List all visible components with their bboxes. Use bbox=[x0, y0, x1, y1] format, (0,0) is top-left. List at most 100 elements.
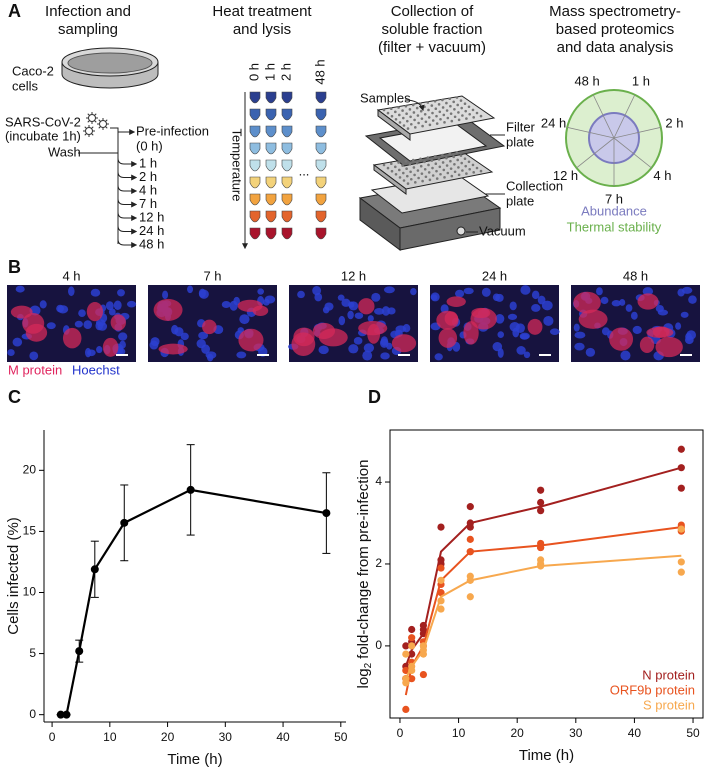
tube bbox=[315, 176, 327, 189]
collection-side bbox=[373, 164, 407, 195]
well bbox=[404, 104, 408, 108]
well bbox=[421, 124, 424, 128]
filter-side bbox=[377, 109, 411, 141]
label: Heat treatment bbox=[212, 3, 312, 20]
radar-spoke bbox=[613, 126, 661, 139]
y-tick-label: 0 bbox=[29, 707, 36, 721]
well bbox=[390, 169, 394, 173]
nucleus bbox=[585, 347, 596, 357]
nucleus bbox=[625, 304, 633, 312]
y-tick-label: 15 bbox=[23, 524, 37, 538]
data-point bbox=[466, 576, 474, 584]
well bbox=[402, 179, 406, 182]
well bbox=[468, 167, 472, 171]
infected-cell bbox=[446, 296, 466, 307]
virus-icon bbox=[85, 127, 93, 135]
label: SARS-CoV-2 bbox=[5, 114, 81, 129]
well bbox=[417, 176, 420, 180]
nucleus bbox=[520, 285, 531, 295]
well bbox=[412, 166, 416, 169]
well bbox=[441, 161, 445, 164]
data-point bbox=[437, 605, 445, 613]
well bbox=[401, 164, 404, 167]
well bbox=[394, 173, 398, 176]
y-axis-label: Cells infected (%) bbox=[5, 517, 22, 635]
well bbox=[456, 158, 460, 162]
nucleus bbox=[196, 339, 206, 349]
tube bbox=[249, 210, 261, 223]
well bbox=[439, 117, 442, 121]
well bbox=[398, 113, 401, 117]
well bbox=[435, 114, 438, 118]
nucleus bbox=[338, 315, 346, 326]
nucleus bbox=[341, 298, 351, 307]
x-tick-label: 0 bbox=[397, 726, 404, 740]
data-point bbox=[408, 675, 416, 683]
nucleus bbox=[642, 287, 654, 296]
data-point bbox=[186, 485, 195, 494]
nucleus bbox=[374, 308, 385, 315]
tube bbox=[315, 210, 327, 223]
nucleus bbox=[15, 285, 25, 293]
y-label-part: log bbox=[355, 668, 372, 688]
infected-cell bbox=[637, 293, 659, 310]
series-line bbox=[60, 488, 327, 716]
data-point bbox=[537, 562, 545, 570]
data-point bbox=[408, 666, 416, 675]
well bbox=[472, 116, 476, 119]
well bbox=[453, 170, 457, 174]
well bbox=[410, 177, 413, 181]
infected-cell bbox=[153, 298, 183, 322]
data-point bbox=[437, 556, 445, 564]
well bbox=[450, 174, 454, 178]
data-point bbox=[437, 564, 445, 572]
well bbox=[406, 174, 409, 178]
flow-arrow bbox=[117, 238, 138, 248]
well bbox=[402, 116, 405, 120]
nucleus bbox=[509, 321, 520, 332]
label: 2 h bbox=[278, 63, 293, 81]
label: 1 h bbox=[139, 155, 157, 170]
tube bbox=[249, 159, 261, 172]
well bbox=[423, 160, 426, 164]
nucleus bbox=[187, 285, 194, 294]
nucleus bbox=[68, 286, 75, 297]
well bbox=[450, 119, 454, 123]
well bbox=[406, 119, 409, 123]
infected-cell bbox=[527, 318, 543, 335]
tube bbox=[265, 142, 277, 155]
virus-spike bbox=[84, 126, 87, 129]
x-tick-label: 10 bbox=[103, 730, 117, 744]
well bbox=[394, 118, 398, 121]
fit-line bbox=[404, 466, 682, 667]
well bbox=[433, 99, 437, 103]
nucleus bbox=[29, 351, 39, 361]
nucleus bbox=[410, 287, 417, 296]
tube bbox=[315, 108, 327, 121]
well bbox=[386, 111, 390, 115]
tube bbox=[281, 125, 293, 138]
virus-spike bbox=[84, 133, 87, 136]
label: cells bbox=[12, 78, 39, 93]
infected-cell bbox=[86, 301, 104, 322]
well bbox=[441, 98, 444, 102]
radar-spoke bbox=[613, 94, 636, 139]
nucleus bbox=[205, 351, 217, 359]
well bbox=[445, 109, 449, 112]
label: Collection bbox=[506, 178, 563, 193]
nucleus bbox=[297, 290, 305, 299]
well bbox=[431, 174, 435, 177]
label: 7 h bbox=[605, 191, 623, 206]
well bbox=[413, 173, 416, 177]
well bbox=[472, 171, 476, 174]
well bbox=[467, 105, 471, 109]
tube bbox=[265, 193, 277, 206]
well bbox=[452, 100, 456, 104]
label: 24 h bbox=[541, 116, 566, 131]
label: 12 h bbox=[341, 268, 366, 283]
well bbox=[448, 97, 452, 101]
infected-cell bbox=[202, 319, 217, 335]
well bbox=[398, 121, 402, 124]
nucleus bbox=[619, 299, 626, 306]
radar-spoke bbox=[567, 126, 615, 139]
